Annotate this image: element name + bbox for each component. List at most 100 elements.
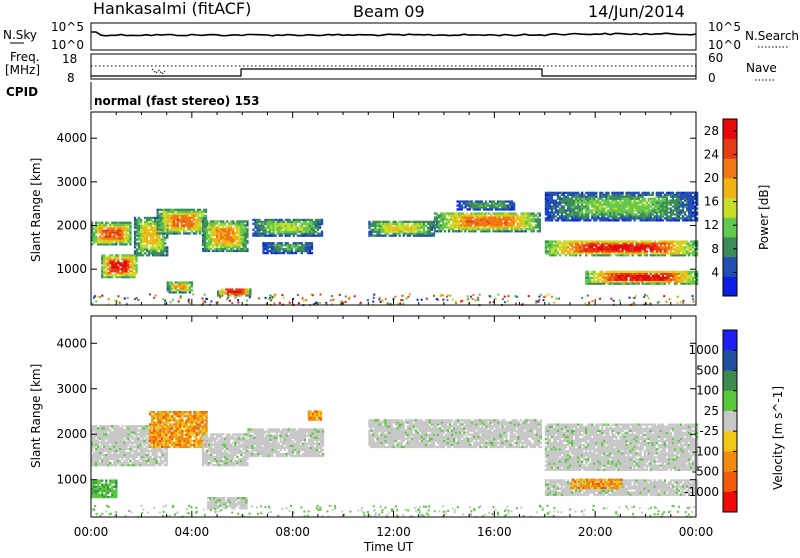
power-cell [555,194,557,196]
power-cell [539,230,541,232]
power-cell [235,290,237,292]
power-cell [648,240,650,242]
power-cell [154,229,156,231]
power-cell [195,232,197,234]
power-cell [157,232,159,234]
power-cell [423,225,425,227]
power-cell [658,215,660,217]
power-cell [230,236,232,238]
power-cell [686,271,688,273]
velocity-cell [93,427,95,429]
power-cell [411,225,413,227]
power-cell [664,194,666,196]
power-cell [403,231,405,233]
power-cell [495,208,497,210]
power-cell [117,266,119,268]
power-cell [218,230,220,232]
power-cell [179,209,181,211]
power-cell [632,207,634,209]
power-cell [495,298,497,300]
power-cell [587,207,589,209]
power-cell [121,258,123,260]
power-cell [275,250,277,252]
power-cell [129,256,131,258]
power-cell [242,230,244,232]
power-cell [380,221,382,223]
power-cell [484,230,486,232]
power-cell [121,235,123,237]
power-cell [676,279,678,281]
power-cell [617,279,619,281]
power-cell [525,216,527,218]
power-cell [670,279,672,281]
power-cell [648,275,650,277]
power-cell [163,215,165,217]
power-cell [399,225,401,227]
power-cell [281,225,283,227]
power-cell [652,246,654,248]
power-cell [632,271,634,273]
power-cell [644,213,646,215]
power-cell [504,220,506,222]
power-cell [417,225,419,227]
power-cell [650,209,652,211]
power-cell [205,211,207,213]
power-cell [105,262,107,264]
power-cell [285,250,287,252]
power-cell [640,219,642,221]
power-cell [129,258,131,260]
power-cell [159,215,161,217]
power-cell [146,217,148,219]
power-cell [226,226,228,228]
power-cell [481,202,483,204]
power-cell [690,273,692,275]
power-cell [632,275,634,277]
power-cell [177,228,179,230]
power-cell [491,204,493,206]
power-cell [480,222,482,224]
power-cell [129,233,131,235]
power-cell [121,224,123,226]
power-cell [156,244,158,246]
power-cell [595,209,597,211]
power-cell [603,204,605,206]
power-cell [656,275,658,277]
power-cell [567,198,569,200]
power-cell [563,202,565,204]
power-cell [277,231,279,233]
power-cell [405,225,407,227]
power-cell [668,271,670,273]
power-cell [446,222,448,224]
power-colorbar-tick-label: 24 [704,147,719,161]
power-cell [646,275,648,277]
power-cell [281,229,283,231]
power-cell [485,202,487,204]
power-cell [239,288,241,290]
power-cell [504,226,506,228]
power-cell [238,248,240,250]
power-cell [232,228,234,230]
power-cell [127,272,129,274]
power-cell [621,219,623,221]
power-cell [119,239,121,241]
power-cell [167,285,169,287]
power-cell [101,258,103,260]
power-cell [123,230,125,232]
power-cell [634,246,636,248]
power-cell [409,229,411,231]
power-cell [285,225,287,227]
power-cell [236,250,238,252]
power-cell [264,231,266,233]
power-cell [613,246,615,248]
power-cell [138,238,140,240]
power-cell [234,222,236,224]
power-cell [609,209,611,211]
power-cell [119,222,121,224]
power-cell [658,194,660,196]
power-cell [397,223,399,225]
power-cell [167,232,169,234]
power-cell [688,244,690,246]
power-cell [676,240,678,242]
power-cell [591,215,593,217]
power-cell [427,235,429,237]
